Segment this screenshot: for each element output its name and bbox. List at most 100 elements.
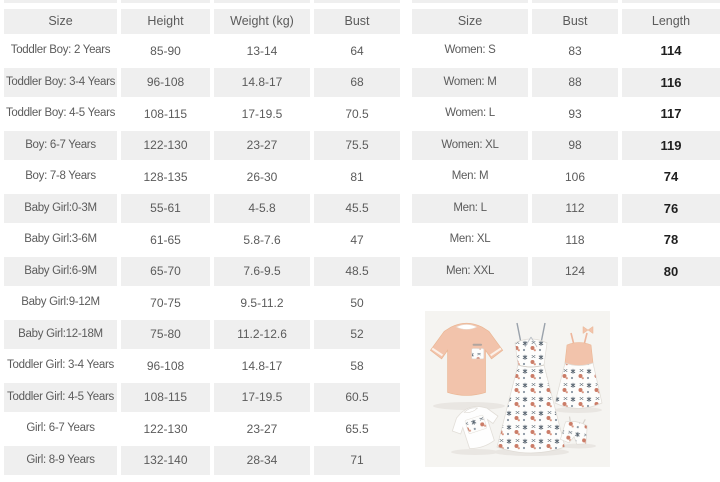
- size-cell: Girl: 8-9 Years: [4, 445, 117, 475]
- sliver-cell: [121, 0, 210, 3]
- size-cell: Women: S: [412, 36, 528, 66]
- size-cell: Baby Girl:9-12M: [4, 288, 117, 318]
- height-cell: 55-61: [121, 193, 210, 223]
- bust-cell: 65.5: [314, 414, 400, 444]
- bust-cell: 64: [314, 36, 400, 66]
- bust-cell: 60.5: [314, 382, 400, 412]
- column-header-length: Length: [622, 9, 720, 34]
- weight-cell: 17-19.5: [214, 99, 310, 129]
- bust-cell: 93: [532, 99, 618, 129]
- bust-cell: 70.5: [314, 99, 400, 129]
- weight-cell: 26-30: [214, 162, 310, 192]
- weight-cell: 14.8-17: [214, 67, 310, 97]
- weight-cell: 9.5-11.2: [214, 288, 310, 318]
- size-cell: Women: XL: [412, 130, 528, 160]
- size-cell: Girl: 6-7 Years: [4, 414, 117, 444]
- size-cell: Men: M: [412, 162, 528, 192]
- size-cell: Baby Girl:12-18M: [4, 319, 117, 349]
- column-header-bust: Bust: [314, 9, 400, 34]
- height-cell: 61-65: [121, 225, 210, 255]
- cropped-row-sliver-left: [4, 0, 400, 3]
- kid-tshirt: [451, 406, 499, 449]
- bust-cell: 47: [314, 225, 400, 255]
- weight-cell: 4-5.8: [214, 193, 310, 223]
- size-cell: Toddler Girl: 3-4 Years: [4, 351, 117, 381]
- height-cell: 128-135: [121, 162, 210, 192]
- bust-cell: 68: [314, 67, 400, 97]
- bust-cell: 88: [532, 67, 618, 97]
- adults-table-header: Size Bust Length: [412, 9, 720, 34]
- size-cell: Boy: 7-8 Years: [4, 162, 117, 192]
- height-cell: 108-115: [121, 382, 210, 412]
- height-cell: 70-75: [121, 288, 210, 318]
- weight-cell: 11.2-12.6: [214, 319, 310, 349]
- sliver-cell: [532, 0, 618, 3]
- height-cell: 75-80: [121, 319, 210, 349]
- size-cell: Baby Girl:0-3M: [4, 193, 117, 223]
- height-cell: 122-130: [121, 414, 210, 444]
- bust-cell: 98: [532, 130, 618, 160]
- bust-cell: 106: [532, 162, 618, 192]
- length-cell: 114: [622, 36, 720, 66]
- family-outfits-illustration: [425, 311, 610, 467]
- product-photo: [425, 311, 610, 467]
- cropped-row-sliver-right: [412, 0, 720, 3]
- kids-size-table: Size Height Weight (kg) Bust Toddler Boy…: [4, 9, 400, 475]
- bust-cell: 124: [532, 256, 618, 286]
- size-cell: Boy: 6-7 Years: [4, 130, 117, 160]
- kids-table-header: Size Height Weight (kg) Bust: [4, 9, 400, 34]
- size-cell: Women: L: [412, 99, 528, 129]
- column-header-weight: Weight (kg): [214, 9, 310, 34]
- size-cell: Men: XXL: [412, 256, 528, 286]
- height-cell: 122-130: [121, 130, 210, 160]
- weight-cell: 7.6-9.5: [214, 256, 310, 286]
- height-cell: 108-115: [121, 99, 210, 129]
- length-cell: 78: [622, 225, 720, 255]
- column-header-size: Size: [4, 9, 117, 34]
- size-cell: Toddler Boy: 3-4 Years: [4, 67, 117, 97]
- length-cell: 80: [622, 256, 720, 286]
- bust-cell: 118: [532, 225, 618, 255]
- bust-cell: 50: [314, 288, 400, 318]
- length-cell: 76: [622, 193, 720, 223]
- column-header-bust: Bust: [532, 9, 618, 34]
- weight-cell: 17-19.5: [214, 382, 310, 412]
- size-cell: Baby Girl:3-6M: [4, 225, 117, 255]
- girl-dress: [554, 326, 603, 409]
- sliver-cell: [314, 0, 400, 3]
- bust-cell: 48.5: [314, 256, 400, 286]
- size-cell: Toddler Boy: 2 Years: [4, 36, 117, 66]
- kids-table-body: Toddler Boy: 2 Years 85-90 13-14 64 Todd…: [4, 36, 400, 475]
- bust-cell: 81: [314, 162, 400, 192]
- adults-size-table: Size Bust Length Women: S 83 114 Women: …: [412, 9, 720, 286]
- weight-cell: 14.8-17: [214, 351, 310, 381]
- size-cell: Men: L: [412, 193, 528, 223]
- bust-cell: 45.5: [314, 193, 400, 223]
- column-header-size: Size: [412, 9, 528, 34]
- size-cell: Women: M: [412, 67, 528, 97]
- length-cell: 117: [622, 99, 720, 129]
- women-dress: [496, 322, 566, 454]
- weight-cell: 23-27: [214, 130, 310, 160]
- column-header-height: Height: [121, 9, 210, 34]
- height-cell: 96-108: [121, 351, 210, 381]
- weight-cell: 5.8-7.6: [214, 225, 310, 255]
- height-cell: 96-108: [121, 67, 210, 97]
- weight-cell: 28-34: [214, 445, 310, 475]
- weight-cell: 13-14: [214, 36, 310, 66]
- bust-cell: 112: [532, 193, 618, 223]
- height-cell: 85-90: [121, 36, 210, 66]
- length-cell: 119: [622, 130, 720, 160]
- bust-cell: 71: [314, 445, 400, 475]
- weight-cell: 23-27: [214, 414, 310, 444]
- adult-tshirt: [429, 322, 504, 396]
- length-cell: 74: [622, 162, 720, 192]
- length-cell: 116: [622, 67, 720, 97]
- height-cell: 65-70: [121, 256, 210, 286]
- height-cell: 132-140: [121, 445, 210, 475]
- adults-table-body: Women: S 83 114 Women: M 88 116 Women: L…: [412, 36, 720, 286]
- baby-romper: [560, 416, 588, 445]
- sliver-cell: [622, 0, 720, 3]
- size-cell: Baby Girl:6-9M: [4, 256, 117, 286]
- sliver-cell: [4, 0, 117, 3]
